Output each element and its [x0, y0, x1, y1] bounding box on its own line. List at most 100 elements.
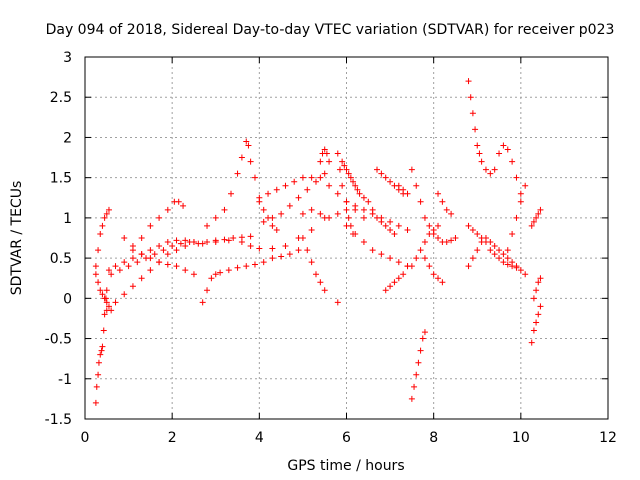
data-point	[278, 210, 285, 217]
data-point	[98, 347, 105, 354]
data-point	[105, 303, 112, 310]
data-point	[101, 295, 108, 302]
data-point	[212, 237, 219, 244]
data-point	[448, 237, 455, 244]
data-point	[419, 335, 426, 342]
data-point	[278, 253, 285, 260]
data-point	[452, 235, 459, 241]
data-point	[387, 283, 394, 290]
data-point	[369, 206, 376, 213]
data-point	[169, 243, 176, 250]
data-point	[160, 247, 167, 254]
data-point	[93, 383, 100, 390]
data-point	[299, 235, 306, 241]
x-tick-label: 4	[255, 430, 264, 446]
data-point	[496, 247, 503, 254]
data-point	[537, 206, 544, 213]
data-point	[513, 174, 520, 181]
data-point	[182, 243, 189, 250]
data-point	[164, 206, 171, 213]
data-point	[509, 230, 516, 237]
data-point	[97, 230, 104, 237]
data-point	[413, 182, 420, 189]
x-tick-label: 10	[512, 430, 530, 446]
data-point	[469, 226, 476, 233]
data-point	[537, 275, 544, 282]
data-point	[517, 190, 524, 197]
data-point	[360, 214, 367, 221]
data-point	[354, 186, 361, 193]
data-point	[496, 150, 503, 157]
series-track-j	[204, 138, 280, 233]
data-point	[474, 247, 481, 254]
data-point	[334, 210, 341, 217]
data-point	[352, 230, 359, 237]
data-point	[343, 206, 350, 213]
data-point	[334, 299, 341, 306]
data-point	[286, 202, 293, 209]
data-point	[321, 287, 328, 294]
data-point	[326, 214, 333, 221]
data-point	[269, 245, 276, 252]
series-track-af	[528, 206, 544, 229]
data-point	[435, 190, 442, 197]
grid-layer	[85, 57, 608, 419]
data-point	[378, 170, 385, 177]
data-point	[439, 198, 446, 205]
data-point	[260, 259, 267, 266]
data-point	[443, 239, 450, 246]
x-axis-label: GPS time / hours	[287, 458, 404, 474]
data-point	[487, 247, 494, 254]
data-point	[99, 222, 106, 229]
data-point	[95, 279, 102, 286]
data-point	[204, 239, 211, 246]
data-point	[129, 255, 136, 262]
data-point	[247, 233, 254, 240]
data-point	[504, 255, 511, 262]
series-track-v	[395, 182, 411, 197]
data-point	[321, 170, 328, 177]
data-point	[413, 255, 420, 262]
data-point	[413, 371, 420, 378]
series-track-i	[199, 247, 302, 306]
data-point	[417, 247, 424, 254]
data-point	[350, 178, 357, 185]
data-point	[208, 275, 215, 282]
data-point	[230, 235, 237, 241]
data-point	[347, 174, 354, 181]
data-point	[299, 174, 306, 181]
data-point	[404, 226, 411, 233]
data-point	[105, 267, 112, 274]
data-point	[339, 182, 346, 189]
data-point	[426, 230, 433, 237]
data-point	[365, 198, 372, 205]
data-point	[417, 198, 424, 205]
data-point	[273, 186, 280, 193]
data-point	[317, 158, 324, 165]
data-point	[482, 239, 489, 246]
data-point	[400, 271, 407, 278]
data-point	[533, 319, 540, 326]
data-point	[97, 287, 104, 294]
data-point	[134, 259, 141, 266]
data-point	[103, 299, 110, 306]
data-point	[156, 259, 163, 266]
data-point	[225, 237, 232, 244]
series-track-u	[374, 166, 407, 197]
data-point	[535, 279, 542, 286]
data-point	[100, 327, 107, 334]
data-point	[528, 339, 535, 346]
x-tick-label: 0	[81, 430, 90, 446]
data-point	[522, 182, 529, 189]
data-point	[491, 243, 498, 250]
data-point	[395, 275, 402, 282]
data-point	[533, 214, 540, 221]
series-track-w	[408, 329, 428, 402]
data-point	[125, 263, 132, 270]
data-point	[295, 247, 302, 254]
data-point	[92, 271, 99, 278]
data-point	[334, 190, 341, 197]
data-point	[101, 311, 108, 318]
series-track-s	[343, 222, 411, 270]
